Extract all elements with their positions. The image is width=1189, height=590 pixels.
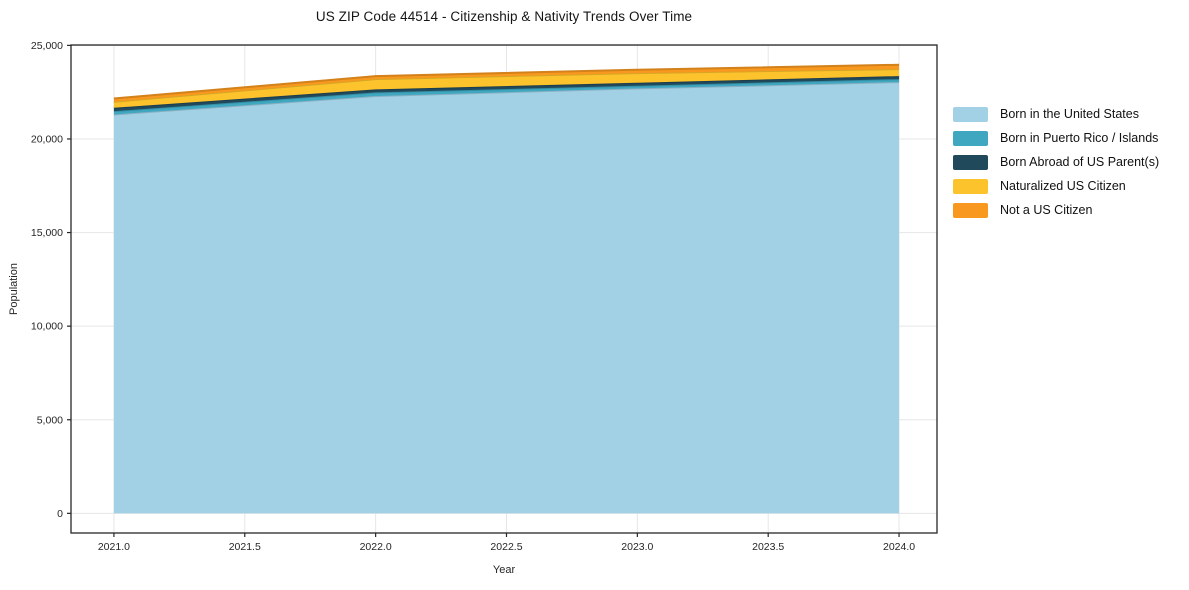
legend-item: Born Abroad of US Parent(s) [953, 155, 1159, 170]
legend-label: Born in Puerto Rico / Islands [1000, 131, 1159, 145]
area-series-4-edge [113, 63, 900, 100]
area-series-4 [113, 64, 900, 102]
legend-item: Not a US Citizen [953, 203, 1159, 218]
plot-frame [70, 44, 938, 534]
area-series-1 [113, 79, 900, 115]
legend-label: Born in the United States [1000, 107, 1139, 121]
y-tick-label: 5,000 [37, 414, 63, 426]
y-tick-label: 10,000 [31, 321, 63, 333]
x-tick-label: 2022.0 [360, 541, 392, 553]
legend-item: Born in the United States [953, 107, 1159, 122]
x-tick-label: 2023.0 [621, 541, 653, 553]
chart-title: US ZIP Code 44514 - Citizenship & Nativi… [315, 9, 693, 24]
legend-label: Not a US Citizen [1000, 203, 1093, 217]
legend-swatch-naturalized [953, 179, 988, 194]
area-series-3 [113, 69, 900, 108]
legend-swatch-puerto-rico [953, 131, 988, 146]
y-tick-label: 15,000 [31, 227, 63, 239]
legend-item: Born in Puerto Rico / Islands [953, 131, 1159, 146]
legend: Born in the United States Born in Puerto… [953, 107, 1159, 218]
y-tick-label: 0 [57, 508, 63, 520]
x-axis-label: Year [492, 564, 516, 576]
area-series-2-edge [113, 75, 900, 109]
area-series-0 [113, 82, 900, 514]
legend-label: Naturalized US Citizen [1000, 179, 1126, 193]
y-tick-label: 25,000 [31, 40, 63, 52]
x-tick-label: 2021.0 [98, 541, 130, 553]
legend-item: Naturalized US Citizen [953, 179, 1159, 194]
legend-swatch-born-us [953, 107, 988, 122]
x-tick-label: 2021.5 [229, 541, 261, 553]
area-series-2 [113, 76, 900, 112]
legend-swatch-not-citizen [953, 203, 988, 218]
y-axis-label: Population [8, 263, 20, 315]
x-tick-label: 2022.5 [490, 541, 522, 553]
x-tick-label: 2023.5 [752, 541, 784, 553]
x-tick-label: 2024.0 [883, 541, 915, 553]
legend-swatch-born-abroad [953, 155, 988, 170]
y-tick-label: 20,000 [31, 133, 63, 145]
legend-label: Born Abroad of US Parent(s) [1000, 155, 1160, 169]
